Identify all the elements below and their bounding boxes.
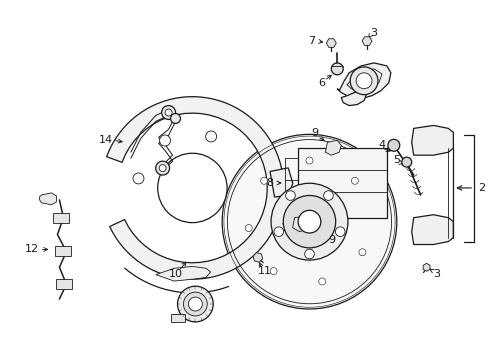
FancyBboxPatch shape [55, 247, 71, 256]
Circle shape [270, 183, 347, 260]
Polygon shape [40, 193, 56, 205]
Polygon shape [361, 37, 371, 45]
Text: 2: 2 [478, 183, 485, 193]
Circle shape [331, 63, 343, 75]
Circle shape [165, 109, 172, 116]
Circle shape [387, 139, 399, 151]
Text: 9: 9 [327, 234, 334, 244]
Text: 8: 8 [265, 178, 273, 188]
Text: 4: 4 [378, 140, 385, 150]
FancyBboxPatch shape [170, 314, 185, 322]
Circle shape [183, 292, 207, 316]
Text: 3: 3 [432, 269, 439, 279]
Polygon shape [337, 63, 390, 99]
Text: 3: 3 [370, 28, 377, 38]
Text: 14: 14 [99, 135, 113, 145]
Circle shape [159, 165, 166, 172]
Circle shape [162, 105, 175, 120]
Text: 7: 7 [307, 36, 314, 46]
Text: 12: 12 [24, 244, 39, 255]
Polygon shape [292, 216, 314, 231]
Polygon shape [253, 253, 262, 262]
Polygon shape [411, 125, 452, 155]
Circle shape [283, 195, 335, 248]
Circle shape [273, 227, 283, 237]
Circle shape [260, 177, 267, 184]
Polygon shape [341, 91, 366, 105]
Circle shape [158, 153, 226, 222]
Text: 9: 9 [310, 129, 317, 138]
Circle shape [155, 161, 169, 175]
FancyBboxPatch shape [297, 148, 386, 218]
Circle shape [349, 67, 377, 95]
Polygon shape [156, 266, 210, 281]
Circle shape [133, 173, 143, 184]
FancyBboxPatch shape [53, 213, 69, 223]
Polygon shape [269, 168, 292, 197]
Polygon shape [411, 215, 452, 244]
Polygon shape [106, 97, 283, 279]
Circle shape [244, 225, 252, 231]
Circle shape [335, 227, 345, 237]
Circle shape [188, 297, 202, 311]
Text: 13: 13 [173, 314, 187, 324]
Text: 5: 5 [392, 155, 400, 165]
Text: 10: 10 [168, 269, 182, 279]
Polygon shape [422, 264, 429, 271]
Text: 1: 1 [281, 222, 287, 233]
Circle shape [304, 249, 314, 259]
Circle shape [358, 249, 365, 256]
FancyBboxPatch shape [56, 279, 72, 289]
Text: 11: 11 [257, 266, 271, 276]
Circle shape [318, 278, 325, 285]
Circle shape [170, 113, 180, 123]
Circle shape [269, 267, 277, 275]
Circle shape [401, 157, 411, 167]
Polygon shape [325, 140, 341, 155]
Circle shape [205, 131, 216, 142]
Circle shape [159, 135, 170, 146]
Circle shape [351, 177, 358, 184]
Circle shape [355, 73, 371, 89]
Polygon shape [325, 39, 336, 48]
Text: 6: 6 [317, 78, 324, 88]
Circle shape [305, 157, 312, 164]
Circle shape [177, 286, 213, 322]
Circle shape [222, 134, 396, 309]
Circle shape [298, 210, 320, 233]
Circle shape [285, 191, 295, 201]
Circle shape [323, 191, 333, 201]
